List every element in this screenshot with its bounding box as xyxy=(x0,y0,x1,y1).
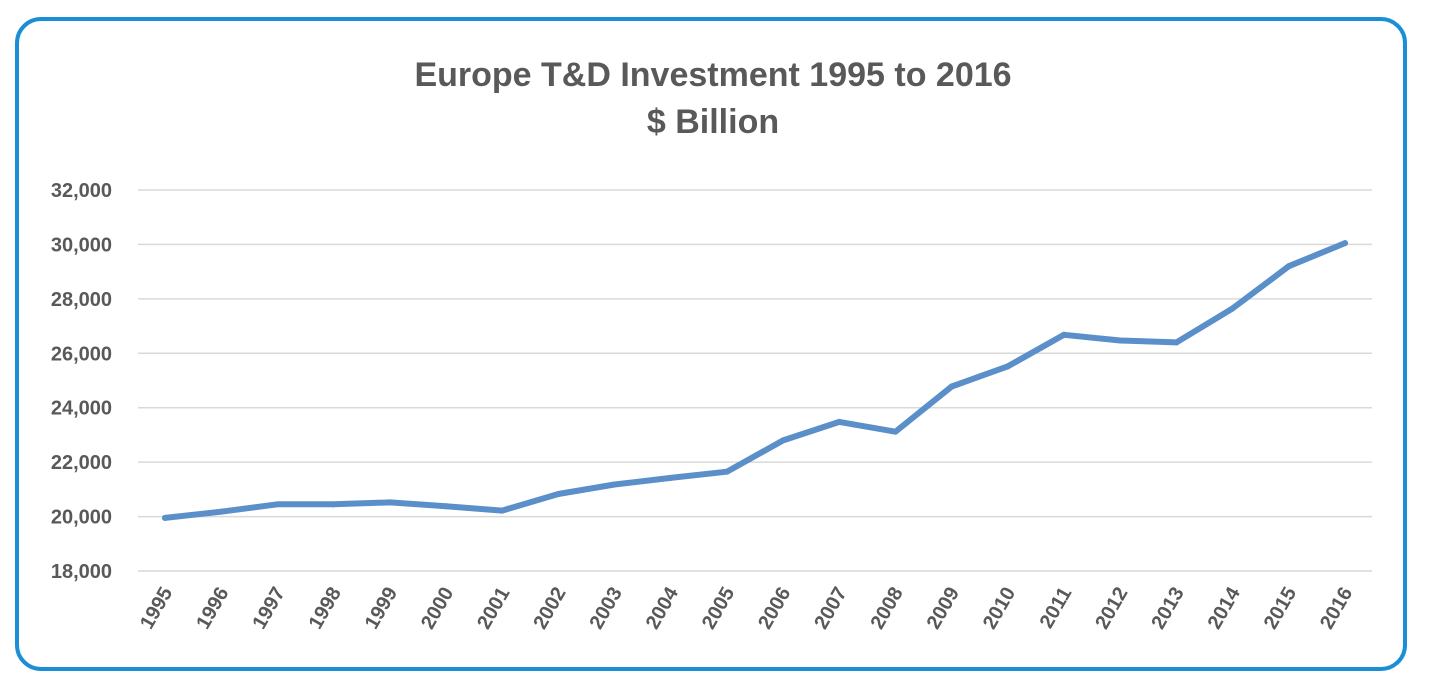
data-point xyxy=(892,428,899,435)
x-tick-label: 2016 xyxy=(1316,584,1357,634)
y-tick-label: 24,000 xyxy=(51,398,112,420)
x-tick-label: 1998 xyxy=(305,584,346,634)
x-axis: 1995 1996 1997 1998 1999 2000 2001 2002 2003 2004… xyxy=(136,583,1357,633)
x-tick-label: 2003 xyxy=(586,584,627,634)
x-tick-label: 2005 xyxy=(698,584,739,634)
x-tick-label: 2009 xyxy=(923,584,964,634)
x-tick-label: 2004 xyxy=(642,583,684,633)
x-tick-label: 2013 xyxy=(1147,584,1188,634)
data-point xyxy=(1061,331,1068,338)
x-tick-label: 1996 xyxy=(192,584,233,634)
chart-title: Europe T&D Investment 1995 to 2016 xyxy=(414,56,1011,94)
data-point xyxy=(274,501,281,508)
data-point xyxy=(218,508,225,515)
y-axis: 18,000 20,000 22,000 24,000 26,000 28,000 30,0… xyxy=(51,180,112,583)
x-tick-label: 2000 xyxy=(417,584,458,634)
x-tick-label: 2011 xyxy=(1036,584,1077,633)
y-tick-label: 32,000 xyxy=(51,180,112,202)
x-tick-label: 2010 xyxy=(979,584,1020,634)
x-tick-label: 2007 xyxy=(810,584,851,634)
data-point xyxy=(555,490,562,497)
y-tick-label: 22,000 xyxy=(51,452,112,474)
data-point xyxy=(442,503,449,510)
data-point xyxy=(723,468,730,475)
data-point xyxy=(780,437,787,444)
x-tick-label: 2001 xyxy=(473,584,514,634)
series-layer xyxy=(162,240,1348,521)
data-point xyxy=(1229,305,1236,312)
x-tick-label: 1999 xyxy=(361,584,402,634)
data-point xyxy=(330,501,337,508)
y-tick-label: 28,000 xyxy=(51,289,112,311)
data-point xyxy=(1285,263,1292,270)
y-tick-label: 18,000 xyxy=(51,561,112,583)
data-point xyxy=(1004,363,1011,370)
data-point xyxy=(1117,337,1124,344)
chart-subtitle: $ Billion xyxy=(647,103,779,141)
data-point xyxy=(386,499,393,506)
x-tick-label: 2015 xyxy=(1260,584,1301,634)
data-point xyxy=(948,383,955,390)
x-tick-label: 1997 xyxy=(248,584,289,634)
series-line xyxy=(162,240,1348,521)
y-tick-label: 26,000 xyxy=(51,343,112,365)
data-point xyxy=(1173,339,1180,346)
data-point xyxy=(162,514,168,521)
gridlines xyxy=(138,189,1372,572)
data-point xyxy=(499,507,506,514)
data-point xyxy=(667,474,674,481)
x-tick-label: 2008 xyxy=(867,584,908,634)
x-tick-label: 1995 xyxy=(136,584,177,634)
y-tick-label: 20,000 xyxy=(51,507,112,529)
x-tick-label: 2006 xyxy=(754,584,795,634)
x-tick-label: 2002 xyxy=(529,584,570,634)
x-tick-label: 2014 xyxy=(1204,583,1246,633)
data-point xyxy=(611,481,618,488)
y-tick-label: 30,000 xyxy=(51,234,112,256)
data-point xyxy=(1342,240,1348,247)
data-point xyxy=(836,418,843,425)
x-tick-label: 2012 xyxy=(1091,584,1132,634)
